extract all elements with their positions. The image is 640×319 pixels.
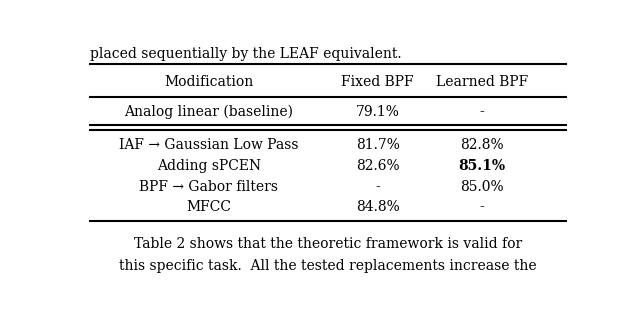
Text: Fixed BPF: Fixed BPF xyxy=(341,76,414,90)
Text: Analog linear (baseline): Analog linear (baseline) xyxy=(124,105,294,119)
Text: Adding sPCEN: Adding sPCEN xyxy=(157,159,261,173)
Text: 82.6%: 82.6% xyxy=(356,159,399,173)
Text: 79.1%: 79.1% xyxy=(356,105,399,119)
Text: 82.8%: 82.8% xyxy=(460,138,504,152)
Text: BPF → Gabor filters: BPF → Gabor filters xyxy=(140,180,278,194)
Text: IAF → Gaussian Low Pass: IAF → Gaussian Low Pass xyxy=(119,138,299,152)
Text: this specific task.  All the tested replacements increase the: this specific task. All the tested repla… xyxy=(119,259,537,273)
Text: -: - xyxy=(479,105,484,119)
Text: placed sequentially by the LEAF equivalent.: placed sequentially by the LEAF equivale… xyxy=(90,47,401,61)
Text: Table 2 shows that the theoretic framework is valid for: Table 2 shows that the theoretic framewo… xyxy=(134,237,522,251)
Text: -: - xyxy=(479,200,484,214)
Text: MFCC: MFCC xyxy=(186,200,232,214)
Text: 85.1%: 85.1% xyxy=(458,159,506,173)
Text: 81.7%: 81.7% xyxy=(356,138,399,152)
Text: 84.8%: 84.8% xyxy=(356,200,399,214)
Text: 85.0%: 85.0% xyxy=(460,180,504,194)
Text: Modification: Modification xyxy=(164,76,253,90)
Text: Learned BPF: Learned BPF xyxy=(436,76,528,90)
Text: -: - xyxy=(375,180,380,194)
